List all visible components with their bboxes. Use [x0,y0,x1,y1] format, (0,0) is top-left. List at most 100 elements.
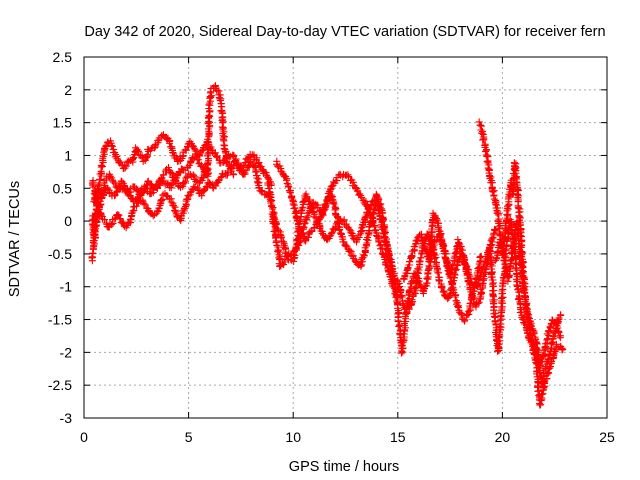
data-point-marker [272,220,280,228]
data-point-marker [167,198,175,206]
data-point-marker [346,246,354,254]
data-point-marker [94,208,102,216]
data-point-marker [272,238,280,246]
data-point-marker [108,174,116,182]
data-point-marker [285,183,292,191]
data-point-marker [99,188,107,196]
data-point-marker [250,162,258,170]
y-tick-label: -2 [60,344,73,360]
data-point-marker [376,215,384,223]
data-point-marker [273,241,281,249]
data-point-marker [328,182,336,190]
data-point-marker [107,142,115,150]
data-point-marker [133,195,141,202]
data-point-marker [451,293,459,301]
data-point-marker [152,183,159,191]
data-point-marker [122,162,130,170]
data-point-marker [346,226,353,234]
data-point-marker [90,237,98,245]
data-point-marker [114,211,122,219]
x-tick-label: 20 [495,429,511,445]
data-point-marker [399,338,407,346]
y-tick-label: 1.5 [53,115,73,131]
y-axis-label: SDTVAR / TECUs [7,181,23,297]
data-point-marker [196,151,204,159]
y-tick-label: -0.5 [48,246,72,262]
data-point-marker [267,191,275,198]
data-point-marker [405,287,413,295]
data-point-marker [89,183,97,191]
data-point-marker [246,158,254,166]
data-point-marker [141,201,149,209]
data-point-marker [283,179,291,187]
data-point-marker [245,154,253,162]
data-point-marker [276,255,284,263]
data-point-marker [100,148,108,156]
x-tick-label: 25 [599,429,615,445]
data-point-marker [233,161,241,169]
data-point-marker [490,287,498,294]
data-point-marker [97,200,105,208]
data-point-marker [119,219,127,227]
data-point-marker [398,349,405,357]
data-point-marker [158,197,165,205]
data-point-marker [360,252,368,260]
data-point-marker [111,192,118,200]
data-point-marker [389,268,397,276]
data-point-marker [345,173,352,180]
data-point-marker [170,202,177,210]
data-point-marker [129,207,137,215]
data-point-marker [253,178,261,186]
series-markers [88,82,567,409]
data-point-marker [111,179,119,187]
y-tick-label: 0 [64,213,72,229]
data-point-marker [336,229,344,237]
x-tick-label: 5 [185,429,193,445]
data-point-marker [336,226,344,233]
data-point-marker [368,213,376,221]
chart-title: Day 342 of 2020, Sidereal Day-to-day VTE… [84,24,605,40]
axes: 0 5 10 15 20 25 -3 -2.5 -2 -1.5 -1 -0.5 0 0.5 1 1.5 2 2.5 [48,49,615,445]
y-tick-label: -2.5 [48,377,72,393]
data-point-marker [140,200,148,208]
data-point-marker [205,169,213,177]
data-point-marker [109,142,116,150]
data-point-marker [319,211,327,219]
data-point-marker [277,234,285,242]
data-point-marker [154,208,162,215]
data-point-marker [330,200,338,208]
data-point-marker [221,133,228,141]
data-point-marker [274,247,282,255]
data-point-marker [461,316,469,324]
y-tick-label: -1 [60,279,73,295]
data-point-marker [122,185,130,193]
data-point-marker [230,171,237,179]
y-tick-label: 1 [64,147,72,163]
data-point-marker [327,231,335,239]
data-point-marker [483,158,491,166]
data-point-marker [116,215,124,223]
data-point-marker [190,144,198,152]
data-point-marker [167,168,175,176]
y-tick-label: 2 [64,82,72,98]
data-point-marker [216,95,224,103]
data-point-marker [296,216,304,224]
data-point-marker [454,302,462,310]
data-point-marker [97,161,105,169]
data-point-marker [434,269,442,277]
data-point-marker [391,284,399,292]
data-point-marker [289,196,296,204]
data-point-marker [198,147,206,155]
data-point-marker [476,253,484,261]
data-point-marker [130,154,138,161]
data-point-marker [396,321,403,329]
data-point-marker [483,151,491,159]
data-point-marker [340,238,348,246]
data-point-marker [311,224,318,232]
data-point-marker [350,234,357,242]
data-point-marker [92,214,100,221]
data-point-marker [296,217,303,225]
x-tick-label: 10 [285,429,301,445]
data-point-marker [361,214,369,221]
